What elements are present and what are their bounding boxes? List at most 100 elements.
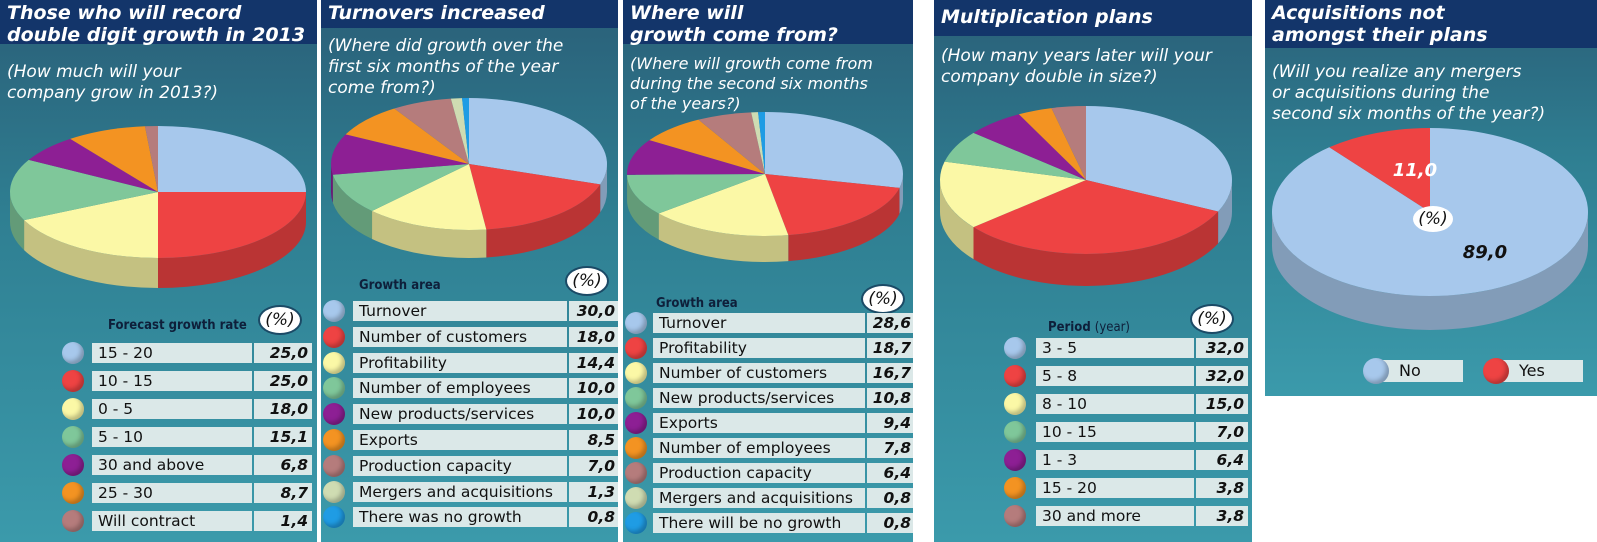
- legend-row: Production capacity 6,4: [625, 462, 913, 484]
- legend-label: 30 and above: [92, 455, 252, 475]
- legend-label: 5 - 10: [92, 427, 252, 447]
- legend-label: Profitability: [653, 338, 865, 358]
- legend-row: 5 - 10 15,1: [62, 426, 312, 448]
- legend-value: 10,0: [569, 378, 618, 399]
- legend-swatch: [323, 325, 345, 348]
- chart-title: Where will growth come from?: [623, 0, 913, 46]
- legend-value: 3,8: [1196, 506, 1248, 526]
- legend-swatch: [323, 351, 345, 374]
- legend-row: 15 - 20 3,8: [1004, 477, 1249, 499]
- legend-value: 10,0: [569, 404, 618, 425]
- pie-chart: [331, 98, 607, 258]
- chart-subtitle: (Where did growth over the first six mon…: [328, 36, 614, 99]
- title-line: double digit growth in 2013: [7, 24, 306, 46]
- legend-value: 32,0: [1196, 338, 1248, 358]
- percent-unit-label: (%): [1413, 206, 1453, 232]
- legend-label: New products/services: [653, 388, 865, 408]
- subtitle-line: (How much will your: [7, 62, 181, 82]
- pie-slice: [158, 126, 306, 192]
- pie-slice: [765, 174, 900, 236]
- legend-swatch: [323, 480, 345, 503]
- legend-value: 15,0: [1196, 394, 1248, 414]
- legend-label: There will be no growth: [653, 513, 865, 533]
- pie-slice: [658, 174, 789, 236]
- pie-slice-side: [372, 210, 487, 258]
- legend-swatch: [1004, 365, 1026, 387]
- legend-value: 9,4: [867, 413, 913, 433]
- subtitle-line: company grow in 2013?): [7, 83, 219, 103]
- legend-swatch: [323, 506, 345, 529]
- title-line: Those who will record: [7, 2, 242, 24]
- legend-row: Turnover 30,0: [323, 300, 618, 322]
- subtitle-line: second six months of the year?): [1272, 104, 1546, 124]
- chart-subtitle: (Where will growth come from during the …: [630, 54, 909, 114]
- legend-value: 18,0: [569, 326, 618, 347]
- pie-slice: [469, 164, 601, 230]
- legend-row: 3 - 5 32,0: [1004, 337, 1249, 359]
- pie-slice: [698, 112, 765, 174]
- legend-value: 25,0: [254, 343, 312, 363]
- chart-subtitle: (How much will your company grow in 2013…: [7, 62, 313, 104]
- legend-row: Profitability 18,7: [625, 337, 913, 359]
- pie-slice: [765, 112, 903, 188]
- legend-value: 7,8: [867, 438, 913, 458]
- legend-swatch: [62, 398, 84, 420]
- legend-row: 15 - 20 25,0: [62, 342, 312, 364]
- legend-swatch: [625, 412, 647, 434]
- legend-title-unit: (year): [1094, 320, 1130, 335]
- legend-label: Production capacity: [353, 455, 567, 476]
- legend-value: 15,1: [254, 427, 312, 447]
- subtitle-line: (Where did growth over the: [328, 36, 564, 56]
- legend-value: 8,5: [569, 430, 618, 450]
- legend-title-text: Period: [1048, 320, 1091, 335]
- pie-slice: [24, 192, 158, 258]
- pie-slice: [331, 134, 469, 175]
- percent-unit-label: (%): [567, 268, 607, 294]
- legend-row: Exports 8,5: [323, 429, 618, 451]
- legend-swatch: [323, 454, 345, 477]
- pie-chart: [627, 112, 903, 262]
- legend-label: Number of customers: [653, 363, 865, 383]
- legend-row: Exports 9,4: [625, 412, 913, 434]
- legend-label: 15 - 20: [1036, 478, 1194, 498]
- subtitle-line: (How many years later will your: [941, 46, 1212, 66]
- legend-swatch: [625, 312, 647, 334]
- legend-row: 8 - 10 15,0: [1004, 393, 1249, 415]
- pie-slice-side: [486, 184, 601, 258]
- legend-label: 30 and more: [1036, 506, 1194, 526]
- pie-slice: [158, 192, 306, 258]
- legend-swatch: [62, 454, 84, 476]
- chart-panel-acquisitions: Acquisitions not amongst their plans (Wi…: [1265, 0, 1597, 396]
- subtitle-line: come from?): [328, 78, 436, 98]
- legend-value: 18,7: [867, 338, 913, 358]
- pie-slice: [1051, 106, 1086, 180]
- legend-swatch: [62, 510, 84, 532]
- legend-value: 6,4: [1196, 450, 1248, 470]
- legend-label: 1 - 3: [1036, 450, 1194, 470]
- pie-slice: [940, 161, 1086, 228]
- legend-row: Number of employees 7,8: [625, 437, 913, 459]
- legend-value: 32,0: [1196, 366, 1248, 386]
- legend-label: 5 - 8: [1036, 366, 1194, 386]
- chart-panel-growth-2013: Those who will record double digit growt…: [0, 0, 317, 542]
- pie-slice: [345, 108, 469, 164]
- pie-slice: [1086, 106, 1232, 212]
- legend-label: Will contract: [92, 511, 252, 531]
- legend-value: 25,0: [254, 371, 312, 391]
- subtitle-line: (Will you realize any mergers: [1272, 62, 1522, 82]
- chart-panel-turnovers: Turnovers increased (Where did growth ov…: [321, 0, 618, 542]
- legend-swatch: [1004, 477, 1026, 499]
- legend-swatch: [1004, 505, 1026, 527]
- subtitle-line: or acquisitions during the: [1272, 83, 1490, 103]
- title-line: Where will: [630, 2, 744, 24]
- legend-label: 25 - 30: [92, 483, 252, 503]
- legend-value: 0,8: [867, 513, 913, 533]
- legend-label: Mergers and acquisitions: [353, 481, 567, 502]
- legend-swatch: [323, 429, 345, 451]
- title-line: Multiplication plans: [941, 6, 1153, 28]
- legend-row: 30 and more 3,8: [1004, 505, 1249, 527]
- legend-value: 30,0: [569, 301, 618, 321]
- pie-slice-side: [899, 174, 903, 214]
- legend-row: 25 - 30 8,7: [62, 482, 312, 504]
- legend-value: 1,4: [254, 511, 312, 531]
